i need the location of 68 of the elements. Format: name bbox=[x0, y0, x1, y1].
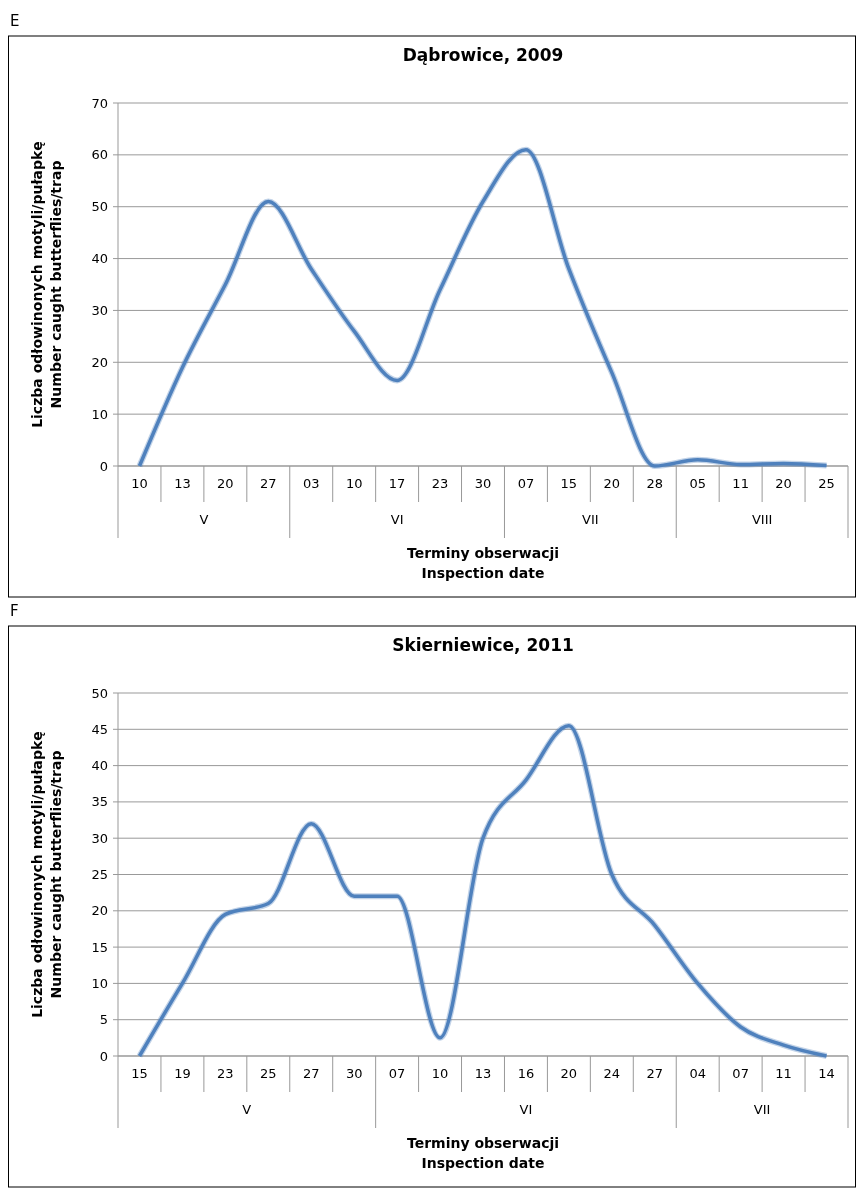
x-tick-label: 25 bbox=[818, 476, 835, 491]
x-tick-label: 27 bbox=[302, 1066, 320, 1081]
chart-title: Skierniewice, 2011 bbox=[392, 635, 574, 655]
y-tick-label: 30 bbox=[91, 302, 108, 318]
x-tick-label: 13 bbox=[174, 476, 191, 491]
text: E bbox=[10, 12, 20, 30]
text: VI bbox=[519, 1102, 533, 1117]
x-tick-label: 10 bbox=[431, 1066, 449, 1081]
text: VIII bbox=[751, 512, 773, 527]
x-tick-label: 17 bbox=[388, 476, 406, 491]
x-tick-label: 07 bbox=[517, 476, 535, 491]
x-tick-label: 27 bbox=[646, 1066, 664, 1081]
x-tick-label: 30 bbox=[474, 476, 492, 491]
y-tick-label: 20 bbox=[91, 903, 108, 919]
text: V bbox=[242, 1102, 252, 1117]
x-tick-label: 24 bbox=[603, 1066, 621, 1081]
x-axis-title: Terminy obserwacji Inspection date bbox=[406, 545, 560, 581]
x-tick-label: 23 bbox=[217, 1066, 234, 1081]
x-tick-label: 23 bbox=[431, 476, 449, 491]
x-tick-label: 10 bbox=[131, 476, 148, 491]
x-tick-label: 10 bbox=[345, 476, 363, 491]
y-tick-label: 35 bbox=[91, 794, 108, 810]
x-tick-label: 20 bbox=[560, 1066, 578, 1081]
text: F bbox=[10, 602, 19, 620]
text: VII bbox=[753, 1102, 771, 1117]
y-axis-title: Liczba odłowinonych motyli/pułapkę Number caught butterflies/trap bbox=[29, 141, 64, 428]
x-tick-label: 03 bbox=[302, 476, 320, 491]
x-tick-label: 20 bbox=[775, 476, 792, 491]
y-tick-label: 20 bbox=[91, 354, 108, 370]
x-tick-label: 04 bbox=[689, 1066, 706, 1081]
x-tick-label: 30 bbox=[345, 1066, 363, 1081]
x-tick-label: 15 bbox=[131, 1066, 148, 1081]
x-tick-label: 28 bbox=[646, 476, 664, 491]
x-tick-label: 20 bbox=[603, 476, 621, 491]
y-tick-label: 45 bbox=[91, 721, 108, 737]
x-tick-label: 27 bbox=[260, 476, 277, 491]
y-tick-label: 10 bbox=[91, 975, 108, 991]
y-axis-title: Liczba odłowinonych motyli/pułapkę Number caught butterflies/trap bbox=[29, 731, 64, 1018]
y-tick-label: 15 bbox=[91, 939, 108, 955]
text: VII bbox=[582, 512, 599, 527]
y-tick-label: 0 bbox=[99, 458, 108, 474]
x-tick-label: 14 bbox=[818, 1066, 835, 1081]
y-tick-label: 60 bbox=[91, 147, 108, 163]
x-tick-label: 11 bbox=[732, 476, 749, 491]
x-tick-label: 16 bbox=[517, 1066, 535, 1081]
x-tick-label: 07 bbox=[732, 1066, 749, 1081]
y-tick-label: 30 bbox=[91, 830, 108, 846]
x-tick-label: 20 bbox=[217, 476, 234, 491]
x-axis-title: Terminy obserwacji Inspection date bbox=[406, 1135, 560, 1171]
y-tick-label: 50 bbox=[91, 685, 108, 701]
x-tick-label: 07 bbox=[388, 1066, 406, 1081]
y-tick-label: 40 bbox=[91, 758, 108, 774]
x-tick-label: 19 bbox=[174, 1066, 191, 1081]
x-tick-label: 15 bbox=[560, 476, 578, 491]
y-tick-label: 70 bbox=[91, 95, 108, 111]
x-tick-label: 13 bbox=[474, 1066, 492, 1081]
y-tick-label: 40 bbox=[91, 251, 108, 267]
x-tick-label: 25 bbox=[260, 1066, 277, 1081]
x-tick-label: 11 bbox=[775, 1066, 792, 1081]
y-tick-label: 25 bbox=[91, 867, 108, 883]
text: VI bbox=[390, 512, 404, 527]
y-tick-label: 50 bbox=[91, 199, 108, 215]
y-tick-label: 0 bbox=[99, 1048, 108, 1064]
chart-title: Dąbrowice, 2009 bbox=[402, 45, 564, 65]
text: V bbox=[199, 512, 209, 527]
y-tick-label: 10 bbox=[91, 406, 108, 422]
x-tick-label: 05 bbox=[689, 476, 706, 491]
y-tick-label: 5 bbox=[99, 1012, 108, 1028]
